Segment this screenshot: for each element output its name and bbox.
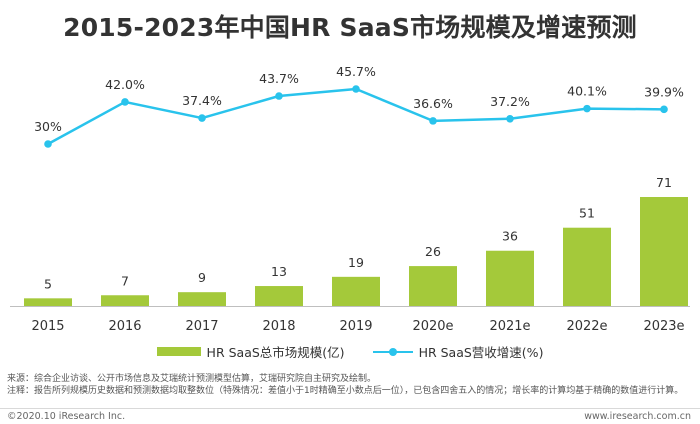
- legend-bar-swatch: [156, 347, 201, 356]
- bar-value-label-2016: 7: [121, 273, 129, 288]
- x-tick-label-2019: 2019: [339, 319, 372, 334]
- bars-layer: 5 7 9 13 19 26 36 51 71: [24, 175, 688, 306]
- chart-title: 2015-2023年中国HR SaaS市场规模及增速预测: [63, 13, 637, 42]
- x-tick-label-2022e: 2022e: [566, 319, 607, 334]
- growth-value-label-2022e: 40.1%: [567, 84, 607, 99]
- growth-point-2018: [275, 92, 283, 100]
- growth-point-2021e: [506, 114, 514, 123]
- bar-2023e: [640, 197, 688, 306]
- growth-point-2015: [44, 140, 52, 148]
- x-axis-layer: 2015 2016 2017 2018 2019 2020e 2021e 2022e 2023e: [10, 306, 690, 334]
- growth-value-label-2017: 37.4%: [182, 93, 222, 108]
- growth-value-label-2015: 30%: [34, 119, 62, 134]
- footer: ©2020.10 iResearch Inc. www.iresearch.co…: [0, 408, 700, 424]
- x-tick-label-2023e: 2023e: [643, 319, 684, 334]
- growth-point-2020e: [429, 117, 437, 125]
- legend-label-growth-rate: HR SaaS营收增速(%): [418, 345, 544, 360]
- website-link[interactable]: www.iresearch.com.cn: [584, 411, 691, 422]
- legend-line-swatch: [372, 346, 413, 358]
- bar-2022e: [563, 227, 611, 306]
- x-tick-label-2016: 2016: [108, 319, 141, 334]
- legend-item-growth-rate: HR SaaS营收增速(%): [372, 342, 544, 361]
- bar-2020e: [409, 266, 457, 306]
- x-tick-label-2018: 2018: [262, 319, 295, 334]
- growth-value-label-2018: 43.7%: [259, 71, 299, 86]
- x-tick-label-2021e: 2021e: [489, 319, 530, 334]
- bar-2018: [255, 286, 303, 306]
- bar-2017: [178, 292, 226, 306]
- bar-2015: [24, 298, 72, 306]
- bar-value-label-2017: 9: [198, 270, 206, 285]
- bar-2019: [332, 276, 380, 306]
- legend-label-market-size: HR SaaS总市场规模(亿): [206, 345, 345, 360]
- bar-2016: [101, 295, 149, 306]
- growth-point-2016: [121, 98, 129, 106]
- growth-point-2023e: [660, 105, 668, 114]
- bar-value-label-2023e: 71: [656, 175, 672, 190]
- x-tick-label-2017: 2017: [185, 319, 218, 334]
- x-tick-label-2015: 2015: [31, 319, 64, 334]
- bar-value-label-2020e: 26: [425, 244, 441, 259]
- growth-point-2022e: [583, 104, 591, 113]
- bar-value-label-2022e: 51: [579, 206, 595, 221]
- growth-value-label-2021e: 37.2%: [490, 94, 530, 109]
- growth-value-label-2023e: 39.9%: [644, 84, 684, 99]
- legend: HR SaaS总市场规模(亿) HR SaaS营收增速(%): [0, 342, 700, 361]
- source-note: 来源：综合企业访谈、公开市场信息及艾瑞统计预测模型估算，艾瑞研究院自主研究及绘制…: [7, 374, 377, 384]
- growth-point-2019: [352, 85, 360, 93]
- chart-notes: 来源：综合企业访谈、公开市场信息及艾瑞统计预测模型估算，艾瑞研究院自主研究及绘制…: [7, 373, 697, 397]
- copyright-text: ©2020.10 iResearch Inc.: [7, 411, 126, 422]
- x-tick-label-2020e: 2020e: [412, 319, 453, 334]
- legend-item-market-size: HR SaaS总市场规模(亿): [156, 342, 345, 361]
- bar-value-label-2019: 19: [348, 255, 364, 270]
- bar-value-label-2021e: 36: [502, 229, 518, 244]
- growth-value-label-2019: 45.7%: [336, 64, 376, 79]
- bar-value-label-2015: 5: [44, 276, 52, 291]
- growth-line-layer: 30% 42.0% 37.4% 43.7% 45.7% 36.6% 37.2% 40.1% 39…: [34, 64, 684, 148]
- annotation-note: 注释：报告所列规模历史数据和预测数据均取整数位（特殊情况：差值小于1时精确至小数…: [7, 386, 684, 396]
- growth-point-2017: [198, 114, 206, 122]
- growth-value-label-2020e: 36.6%: [413, 96, 453, 111]
- bar-value-label-2018: 13: [271, 264, 287, 279]
- bar-2021e: [486, 250, 534, 306]
- growth-value-label-2016: 42.0%: [105, 77, 145, 92]
